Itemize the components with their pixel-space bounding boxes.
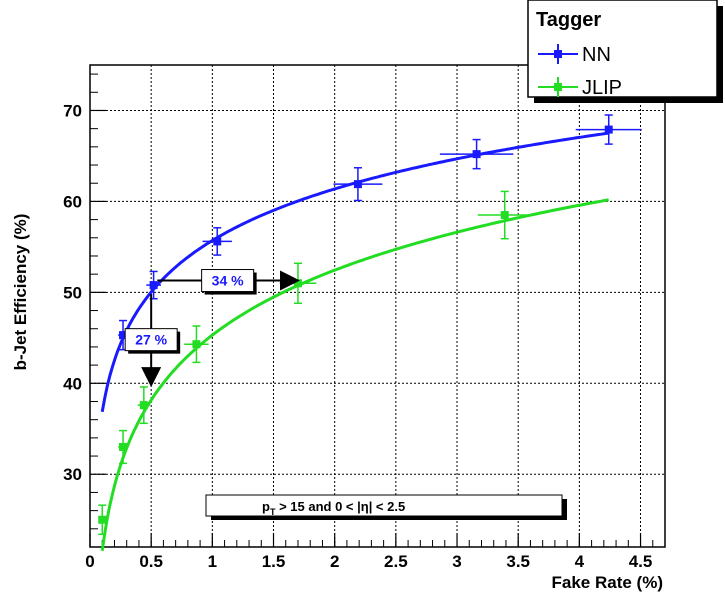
legend-entry-jlip: JLIP (538, 77, 622, 99)
legend-entries: NN JLIP (538, 44, 622, 99)
y-tick-label: 50 (63, 283, 82, 302)
x-tick-label: 0.5 (139, 552, 163, 571)
legend-label: JLIP (582, 77, 622, 99)
fit-curve-nn (100, 131, 609, 413)
svg-text:pT > 15 and 0 < |η| < 2.5: pT > 15 and 0 < |η| < 2.5 (262, 499, 405, 517)
marker (213, 237, 222, 246)
plot-frame (89, 64, 666, 548)
y-tick-label: 60 (63, 192, 82, 211)
data-point-nn (333, 167, 383, 202)
grid (89, 65, 665, 547)
y-tick-label: 30 (63, 465, 82, 484)
marker (98, 515, 107, 524)
data-point-jlip (118, 429, 128, 465)
annotation-box (201, 269, 255, 293)
data-point-nn (202, 227, 232, 256)
x-tick-label: 0 (85, 552, 94, 571)
legend-swatch-marker (554, 50, 562, 58)
annotation-1: 27 % (124, 294, 181, 388)
x-tick-label: 2.5 (384, 552, 408, 571)
cut-label-pre: p (262, 499, 270, 514)
annotation-label: 34 % (212, 273, 244, 289)
data-point-nn (146, 270, 161, 300)
annotation-0: 34 % (157, 269, 300, 295)
marker (500, 211, 509, 220)
data-point-jlip (98, 504, 107, 536)
fit-curve-jlip (100, 198, 609, 552)
data-points (98, 114, 642, 536)
marker (472, 150, 481, 159)
data-point-jlip (477, 190, 532, 240)
x-tick-label: 2 (330, 552, 339, 571)
x-tick-label: 1 (208, 552, 217, 571)
marker (149, 281, 158, 290)
y-tick-label: 40 (63, 374, 82, 393)
marker (604, 125, 613, 134)
data-point-jlip (137, 386, 150, 425)
axis-ticks: 0 0.5 1 1.5 2 2.5 3 3.5 4 4.5 30 40 50 60 70 (63, 73, 666, 571)
data-point-nn (439, 138, 514, 170)
legend-label: NN (582, 44, 611, 66)
x-axis-title: Fake Rate (%) (552, 573, 663, 592)
marker (353, 180, 362, 189)
x-tick-label: 3 (452, 552, 461, 571)
marker (119, 331, 128, 340)
legend-swatch-marker (554, 83, 562, 91)
legend-entry-nn: NN (538, 44, 611, 66)
annotation-box (124, 328, 178, 352)
cut-label-sub: T (270, 507, 276, 517)
marker (192, 340, 201, 349)
y-tick-label: 70 (63, 101, 82, 120)
y-axis-title: b-Jet Efficiency (%) (11, 214, 30, 371)
annotations: 34 % 27 % (124, 269, 300, 388)
annotation-label: 27 % (135, 332, 167, 348)
cut-label: pT > 15 and 0 < |η| < 2.5 (205, 494, 567, 520)
x-tick-label: 1.5 (262, 552, 286, 571)
legend: Tagger NN JLIP (527, 0, 723, 103)
x-tick-label: 3.5 (506, 552, 530, 571)
marker (139, 401, 148, 410)
data-point-jlip (279, 262, 317, 305)
data-point-jlip (184, 325, 209, 364)
x-tick-label: 4.5 (629, 552, 653, 571)
cut-label-post: > 15 and 0 < |η| < 2.5 (275, 499, 405, 514)
x-tick-label: 4 (575, 552, 585, 571)
marker (119, 442, 128, 451)
data-point-nn (575, 114, 642, 145)
legend-title: Tagger (536, 9, 601, 31)
